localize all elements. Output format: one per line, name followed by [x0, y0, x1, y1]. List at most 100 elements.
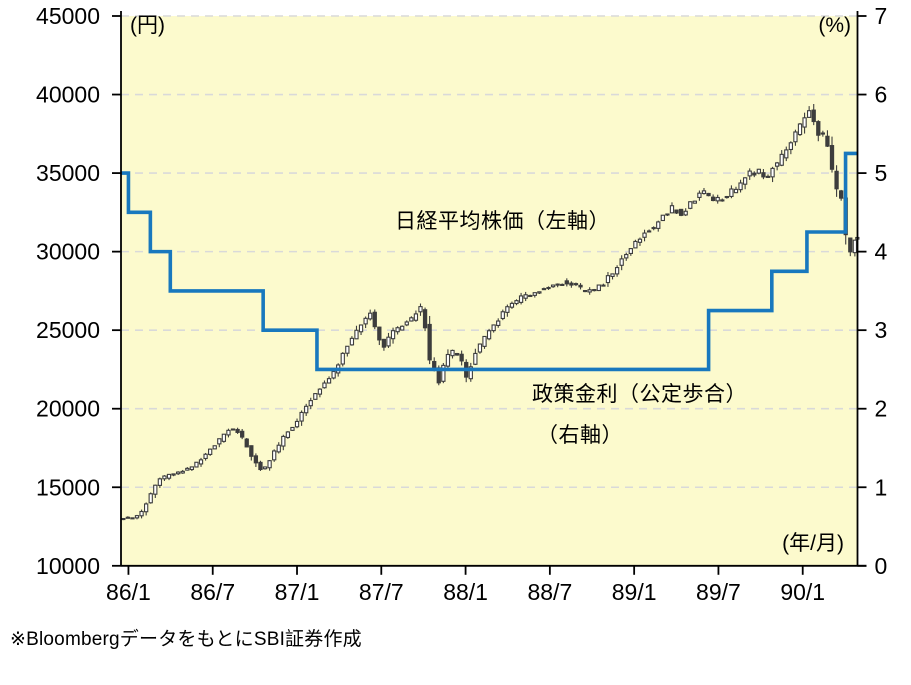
series-label-policy-rate: 政策金利（公定歩合）	[532, 383, 747, 406]
candle-body	[720, 199, 725, 202]
candle-body	[272, 450, 277, 461]
candle-body	[678, 208, 684, 216]
y-right-tick-label: 1	[875, 474, 888, 500]
candle-body	[532, 292, 537, 296]
candle-body	[528, 294, 533, 298]
y-left-tick-label: 25000	[36, 317, 100, 343]
candle-body	[550, 284, 556, 288]
candle-body	[491, 324, 496, 332]
candle-body	[592, 289, 597, 292]
candle-body	[148, 493, 153, 504]
x-tick-label: 86/1	[106, 579, 151, 605]
candle-body	[761, 172, 766, 178]
candle-body	[738, 182, 743, 191]
candle-body	[637, 238, 643, 243]
candle-body	[564, 280, 569, 285]
candle-body	[509, 302, 515, 308]
candle-body	[276, 444, 281, 453]
candle-body	[400, 325, 405, 331]
candle-body	[340, 352, 345, 365]
candle-body	[258, 461, 263, 471]
candle-body	[774, 162, 780, 167]
candle-body	[537, 291, 542, 294]
candle-body	[656, 221, 661, 229]
y-left-tick-label: 20000	[36, 396, 100, 422]
y-right-tick-label: 3	[875, 317, 888, 343]
left-axis-unit: (円)	[130, 14, 165, 37]
candle-body	[784, 149, 789, 159]
candle-body	[253, 455, 259, 464]
candle-body	[422, 309, 428, 329]
candle-body	[413, 313, 419, 321]
candle-body	[788, 142, 794, 151]
candle-body	[619, 258, 624, 266]
candle-body	[811, 109, 816, 123]
candle-body	[642, 232, 647, 238]
right-axis-unit: (%)	[818, 14, 851, 37]
candle-body	[212, 445, 217, 450]
candle-body	[729, 188, 734, 198]
candle-body	[153, 484, 158, 495]
x-tick-label: 88/1	[443, 579, 488, 605]
candle-body	[688, 201, 693, 209]
candle-body	[683, 210, 688, 216]
candle-body	[573, 283, 579, 286]
candle-body	[555, 283, 560, 286]
series-label-policy-rate-axis: （右軸）	[537, 424, 623, 447]
candle-body	[587, 289, 592, 293]
candle-body	[596, 284, 601, 292]
candle-body	[180, 470, 185, 474]
candle-body	[372, 311, 377, 328]
candle-body	[409, 317, 414, 322]
candle-body	[802, 117, 807, 128]
candle-body	[249, 445, 254, 457]
candle-body	[733, 188, 739, 194]
candle-body	[793, 131, 798, 143]
candle-body	[605, 275, 611, 284]
candle-body	[198, 459, 204, 465]
candle-body	[390, 330, 396, 340]
candle-body	[450, 349, 455, 357]
candle-body	[459, 353, 464, 362]
y-right-tick-label: 7	[875, 3, 888, 29]
candle-body	[601, 284, 606, 287]
candle-body	[290, 426, 295, 431]
candle-body	[121, 517, 126, 521]
candle-body	[473, 352, 478, 365]
candle-body	[482, 335, 487, 347]
candle-body	[706, 192, 711, 197]
candle-body	[825, 135, 830, 147]
candle-body	[628, 248, 633, 255]
candle-body	[660, 214, 665, 222]
candle-body	[244, 438, 249, 448]
candle-body	[143, 503, 149, 513]
y-right-tick-label: 5	[875, 160, 888, 186]
candle-body	[500, 311, 505, 320]
candle-body	[839, 190, 844, 199]
source-note: ※BloombergデータをもとにSBI証券作成	[10, 629, 362, 650]
candle-body	[578, 284, 583, 288]
candle-body	[614, 267, 620, 275]
candle-body	[779, 153, 784, 166]
candle-body	[829, 145, 835, 170]
y-right-tick-label: 0	[875, 553, 888, 579]
candle-body	[445, 353, 451, 367]
y-left-tick-label: 15000	[36, 474, 100, 500]
y-left-tick-label: 40000	[36, 82, 100, 108]
y-left-tick-label: 30000	[36, 239, 100, 265]
candle-body	[267, 460, 272, 469]
candle-body	[189, 466, 195, 471]
candle-body	[377, 326, 382, 341]
candle-body	[669, 205, 675, 214]
candle-body	[610, 273, 615, 277]
candle-body	[560, 283, 565, 286]
candle-body	[217, 438, 222, 445]
x-tick-label: 86/7	[190, 579, 235, 605]
policy-rate-step-line	[121, 151, 858, 372]
candle-body	[171, 473, 176, 476]
candle-body	[454, 352, 460, 356]
candle-body	[157, 478, 163, 486]
candle-body	[304, 405, 309, 414]
candle-body	[221, 433, 227, 442]
